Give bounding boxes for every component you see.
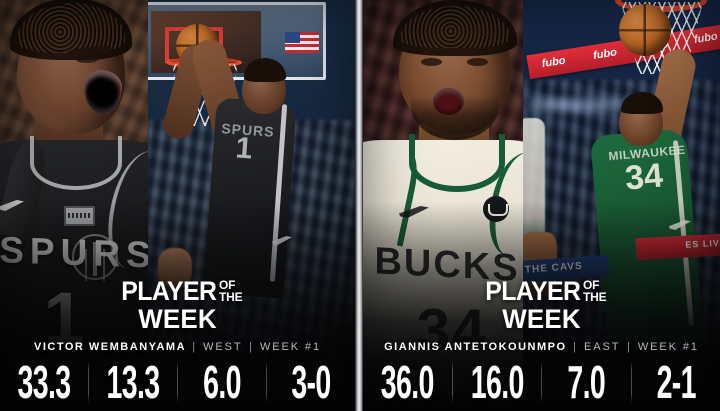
west-stat-row: 33.3 13.3 6.0 3-0 xyxy=(0,355,355,409)
stat-divider xyxy=(451,361,453,403)
stat-points: 33.3 xyxy=(17,356,71,408)
logo-of-the-stack: OF THE xyxy=(219,278,243,305)
fubo-logo-text: fubo xyxy=(592,46,618,62)
logo-row-one: PLAYER OF THE xyxy=(363,278,720,305)
meta-separator-1: | xyxy=(573,341,578,353)
dunking-player-hair xyxy=(244,58,286,82)
panel-divider xyxy=(355,0,363,411)
meta-separator-1: | xyxy=(192,341,197,353)
logo-of-word: OF xyxy=(219,278,236,292)
player-name: GIANNIS ANTETOKOUNMPO xyxy=(384,341,567,353)
east-player-meta-line: GIANNIS ANTETOKOUNMPO | EAST | WEEK #1 xyxy=(363,341,720,353)
conference-label: EAST xyxy=(584,341,621,353)
meta-separator-2: | xyxy=(626,341,632,353)
dunking-player-hair xyxy=(621,92,663,114)
logo-of-the-stack: OF THE xyxy=(583,278,607,305)
eye xyxy=(76,56,98,63)
stat-rebounds: 16.0 xyxy=(470,356,524,408)
jersey-collar-trim xyxy=(30,136,122,190)
stat-record: 3-0 xyxy=(291,356,331,408)
usa-flag-icon xyxy=(285,32,319,53)
stat-assists: 7.0 xyxy=(567,356,606,408)
basketball-icon xyxy=(619,4,671,56)
week-label: WEEK #1 xyxy=(259,341,321,353)
open-mouth xyxy=(433,88,464,115)
logo-of-word: OF xyxy=(583,278,600,292)
stat-divider xyxy=(88,361,89,403)
fubo-logo-text: fubo xyxy=(693,30,719,46)
motorola-logo-icon xyxy=(483,196,509,222)
logo-the-word: THE xyxy=(219,290,243,305)
player-name: VICTOR WEMBANYAMA xyxy=(34,341,186,353)
dunk-jersey-number: 1 xyxy=(234,131,254,166)
meta-separator-2: | xyxy=(249,341,254,353)
stat-divider xyxy=(177,361,178,403)
conference-label: WEST xyxy=(203,341,243,353)
jersey-sponsor-patch xyxy=(64,206,95,226)
courtside-led-signage: ES LIV xyxy=(635,233,720,261)
cavs-signage-text: THE CAVS xyxy=(524,260,584,276)
stat-divider xyxy=(266,361,267,403)
open-mouth-shout xyxy=(84,70,122,114)
logo-week-word: WEEK xyxy=(502,304,581,334)
west-player-meta-line: VICTOR WEMBANYAMA | WEST | WEEK #1 xyxy=(0,341,355,353)
jersey-collar-trim xyxy=(409,134,505,192)
dunk-jersey-number: 34 xyxy=(623,156,665,198)
player-of-the-week-logo: PLAYER OF THE WEEK xyxy=(0,278,355,333)
logo-the-word: THE xyxy=(583,290,607,305)
stat-blocks: 6.0 xyxy=(203,356,241,408)
stat-divider xyxy=(630,361,632,403)
stat-rebounds: 13.3 xyxy=(106,356,160,408)
panel-west: SPURS 1 SPURS 1 xyxy=(0,0,355,411)
stat-divider xyxy=(541,361,542,403)
stat-record: 2-1 xyxy=(656,356,696,408)
east-stat-row: 36.0 16.0 7.0 2-1 xyxy=(363,355,720,409)
spurs-logo-icon xyxy=(72,234,118,280)
logo-player-word: PLAYER xyxy=(120,276,217,306)
panel-east: BUCKS 34 fubo fubo fubo fubo MILWAUKEE 3… xyxy=(363,0,720,411)
fubo-logo-text: fubo xyxy=(540,54,567,71)
eye-left xyxy=(421,58,442,66)
logo-row-one: PLAYER OF THE xyxy=(0,278,355,305)
logo-week-word: WEEK xyxy=(138,304,217,334)
logo-player-word: PLAYER xyxy=(484,276,581,306)
courtside-signage-text: ES LIV xyxy=(685,237,720,250)
player-of-the-week-logo: PLAYER OF THE WEEK xyxy=(363,278,720,333)
week-label: WEEK #1 xyxy=(637,341,699,353)
stat-points: 36.0 xyxy=(380,356,435,408)
eye-right xyxy=(467,58,488,66)
